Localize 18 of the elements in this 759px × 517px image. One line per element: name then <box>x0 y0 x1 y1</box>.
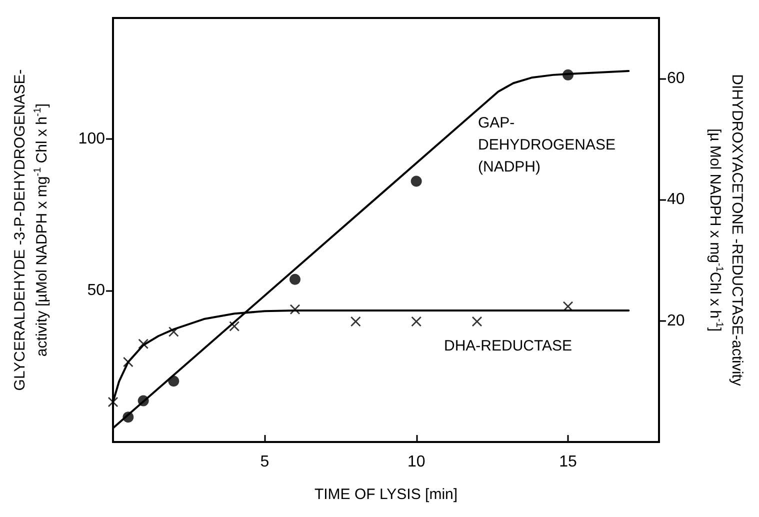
y-tick-label: 50 <box>87 282 106 300</box>
x-axis-title: TIME OF LYSIS [min] <box>314 486 458 503</box>
line-series <box>112 70 630 430</box>
point <box>290 274 300 285</box>
point <box>472 316 482 326</box>
y2-tick-label: 60 <box>667 70 685 88</box>
y-tick-label: 100 <box>78 130 106 148</box>
x-tick-label: 5 <box>260 454 270 470</box>
y2-tick-label: 20 <box>667 312 685 330</box>
y2-tick-label: 40 <box>667 191 685 208</box>
point <box>411 316 422 326</box>
annotation: GAP- DEHYDROGENASE (NADPH) <box>478 114 616 176</box>
x-tick-label: 10 <box>407 454 426 470</box>
point <box>410 176 422 187</box>
annotation: DHA-REDUCTASE <box>444 338 572 354</box>
point <box>229 321 240 332</box>
point <box>350 316 361 326</box>
x-tick-label: 15 <box>559 454 577 470</box>
